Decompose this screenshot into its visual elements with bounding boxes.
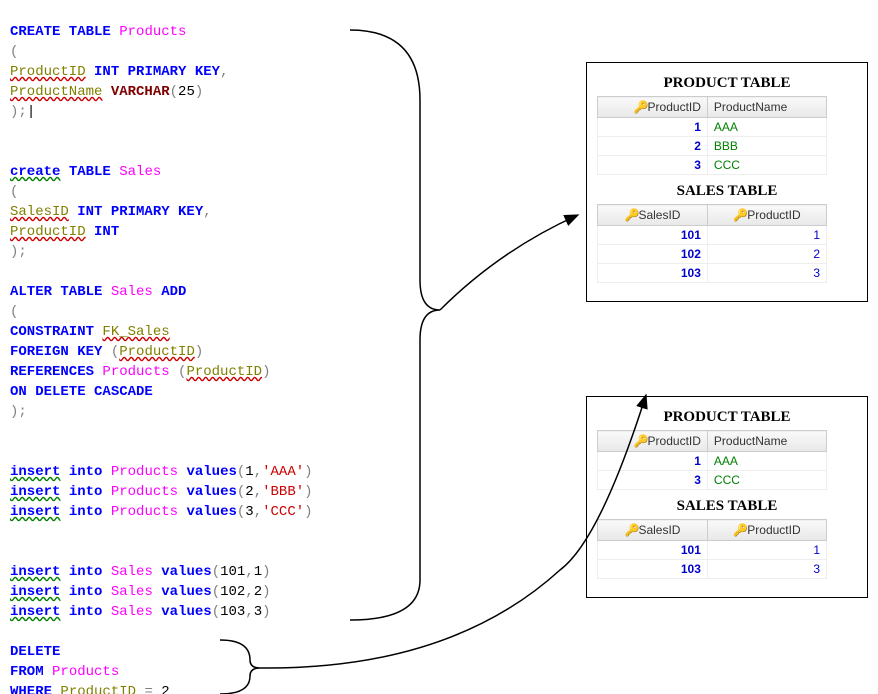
table-row: 1022 [598, 245, 827, 264]
key-icon: 🔑 [634, 434, 646, 448]
table-row: 3CCC [598, 156, 827, 175]
product-table-before: 🔑ProductID ProductName 1AAA2BBB3CCC [597, 96, 827, 175]
col-header: ProductID [648, 434, 701, 448]
table-row: 1033 [598, 560, 827, 579]
table-row: 1AAA [598, 118, 827, 137]
table-row: 2BBB [598, 137, 827, 156]
product-table-after: 🔑ProductID ProductName 1AAA3CCC [597, 430, 827, 490]
sales-table-title: SALES TABLE [597, 498, 857, 515]
table-row: 1011 [598, 541, 827, 560]
col-header: ProductID [747, 208, 800, 222]
sql-code-block: DELETEFROM ProductsWHERE ProductID = 2 [10, 642, 170, 694]
col-header: ProductID [648, 100, 701, 114]
key-icon: 🔑 [624, 523, 636, 537]
table-row: 1011 [598, 226, 827, 245]
panel-before-delete: PRODUCT TABLE 🔑ProductID ProductName 1AA… [586, 62, 868, 302]
sales-table-after: 🔑SalesID 🔑ProductID 10111033 [597, 519, 827, 579]
key-icon: 🔑 [733, 523, 745, 537]
sql-code-block: insert into Sales values(101,1)insert in… [10, 562, 271, 622]
key-icon: 🔑 [733, 208, 745, 222]
col-header: ProductName [707, 97, 826, 118]
product-table-title: PRODUCT TABLE [597, 75, 857, 92]
sales-table-title: SALES TABLE [597, 183, 857, 200]
sales-table-before: 🔑SalesID 🔑ProductID 101110221033 [597, 204, 827, 283]
col-header: ProductID [747, 523, 800, 537]
table-row: 3CCC [598, 471, 827, 490]
product-table-title: PRODUCT TABLE [597, 409, 857, 426]
table-row: 1033 [598, 264, 827, 283]
sql-code-block: CREATE TABLE Products(ProductID INT PRIM… [10, 22, 228, 122]
key-icon: 🔑 [624, 208, 636, 222]
sql-code-block: ALTER TABLE Sales ADD(CONSTRAINT FK_Sale… [10, 282, 270, 422]
sql-code-block: create TABLE Sales(SalesID INT PRIMARY K… [10, 162, 212, 262]
col-header: SalesID [638, 208, 680, 222]
col-header: ProductName [707, 431, 826, 452]
col-header: SalesID [638, 523, 680, 537]
key-icon: 🔑 [634, 100, 646, 114]
sql-code-block: insert into Products values(1,'AAA')inse… [10, 462, 313, 522]
panel-after-delete: PRODUCT TABLE 🔑ProductID ProductName 1AA… [586, 396, 868, 598]
table-row: 1AAA [598, 452, 827, 471]
